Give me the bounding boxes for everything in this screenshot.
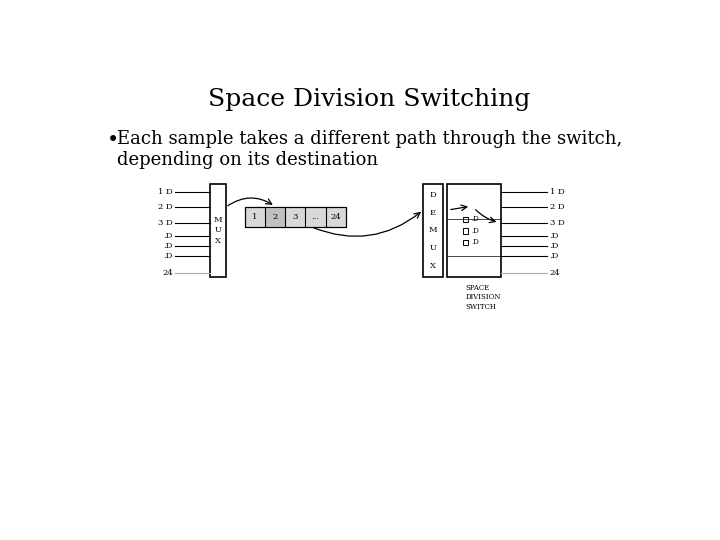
Text: Each sample takes a different path through the switch,
depending on its destinat: Each sample takes a different path throu…: [117, 130, 622, 169]
Text: 3: 3: [293, 213, 298, 221]
Text: 1 D: 1 D: [158, 188, 173, 196]
Bar: [446, 184, 500, 276]
Text: U: U: [429, 244, 436, 252]
Text: D: D: [430, 191, 436, 199]
Text: 24: 24: [162, 269, 173, 276]
Text: X: X: [215, 237, 221, 245]
Text: 3 D: 3 D: [549, 219, 564, 227]
Text: 1: 1: [253, 213, 258, 221]
Text: .D: .D: [163, 242, 173, 249]
Bar: [265, 207, 285, 226]
Text: E: E: [430, 208, 436, 217]
Text: Space Division Switching: Space Division Switching: [208, 88, 530, 111]
Text: .D: .D: [163, 252, 173, 260]
Bar: [245, 207, 346, 226]
Text: M: M: [214, 215, 222, 224]
Text: 24: 24: [330, 213, 341, 221]
Bar: [210, 184, 225, 276]
Text: •: •: [107, 130, 120, 150]
Text: 2 D: 2 D: [549, 203, 564, 211]
Text: .D: .D: [472, 238, 479, 246]
Text: 24: 24: [549, 269, 560, 276]
Text: .D: .D: [549, 232, 559, 240]
Text: ...: ...: [312, 213, 320, 221]
Bar: [463, 228, 468, 233]
Text: .D: .D: [472, 227, 479, 235]
Text: SPACE
DIVISION
SWITCH: SPACE DIVISION SWITCH: [466, 284, 501, 310]
Text: .D: .D: [472, 215, 479, 223]
Text: 2: 2: [273, 213, 278, 221]
Text: .D: .D: [163, 232, 173, 240]
Text: 2 D: 2 D: [158, 203, 173, 211]
Text: U: U: [215, 226, 221, 234]
Text: 1 D: 1 D: [549, 188, 564, 196]
Bar: [423, 184, 443, 276]
Text: .D: .D: [549, 242, 559, 249]
Bar: [463, 240, 468, 245]
Text: .D: .D: [549, 252, 559, 260]
Text: 3 D: 3 D: [158, 219, 173, 227]
Bar: [245, 207, 346, 226]
Text: M: M: [428, 226, 437, 234]
Bar: [463, 217, 468, 222]
Text: X: X: [430, 262, 436, 270]
